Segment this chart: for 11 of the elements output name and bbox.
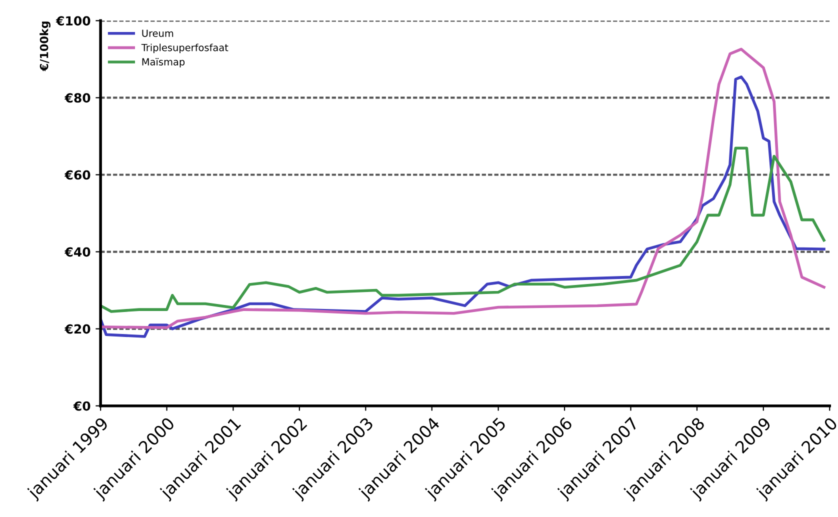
y-axis-title: €/100kg	[40, 22, 50, 72]
y-tick-label: €80	[64, 93, 90, 103]
y-tick-label: €40	[64, 247, 90, 257]
legend-label: Triplesuperfosfaat	[141, 44, 228, 54]
y-tick-label: €20	[64, 324, 90, 334]
line-series	[100, 146, 826, 313]
y-tick-label: €100	[56, 16, 90, 26]
legend-label: Ureum	[142, 30, 174, 37]
y-tick-label: €0	[73, 401, 90, 411]
legend-label: Maïsmap	[142, 58, 185, 68]
y-tick-label: €60	[64, 170, 90, 180]
